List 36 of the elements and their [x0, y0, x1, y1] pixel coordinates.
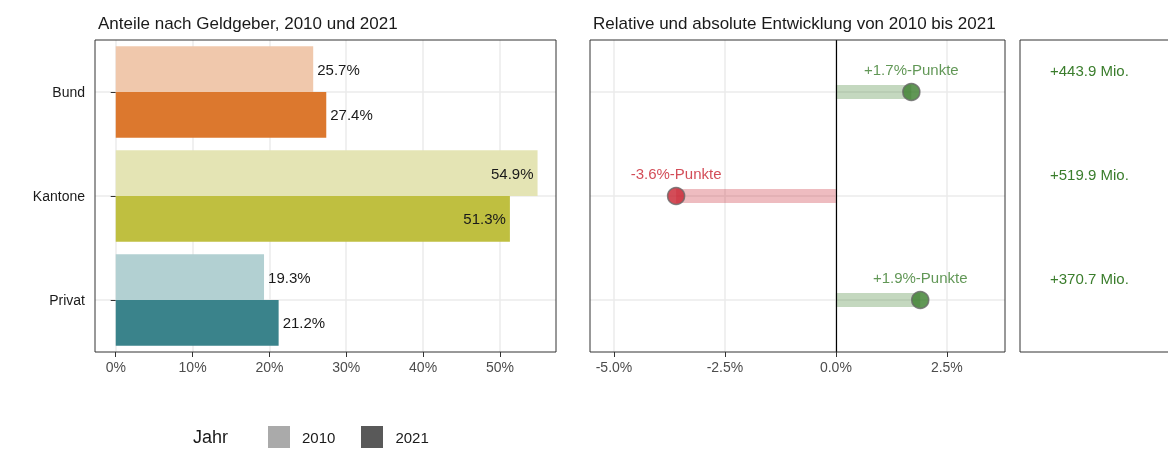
text: +443.9 Mio.	[1050, 61, 1129, 79]
y-tick-label: Bund	[52, 84, 85, 100]
chart-title: Anteile nach Geldgeber, 2010 und 2021	[98, 14, 398, 33]
text: 2010	[302, 428, 336, 446]
bar	[115, 300, 279, 346]
x-tick-label: 20%	[255, 359, 284, 375]
text: +519.9 Mio.	[1050, 165, 1129, 183]
x-tick-label: 10%	[178, 359, 207, 375]
data-label: +1.7%-Punkte	[864, 60, 959, 78]
x-tick-label: 0.0%	[819, 359, 852, 375]
x-tick-label: 30%	[332, 359, 361, 375]
data-label: 54.9%	[491, 164, 534, 182]
bar	[115, 150, 538, 196]
text: +370.7 Mio.	[1050, 269, 1129, 287]
data-label: 19.3%	[268, 268, 311, 286]
data-label: 27.4%	[330, 106, 373, 124]
x-tick-label: 50%	[485, 359, 514, 375]
data-label: 25.7%	[317, 60, 360, 78]
data-label: 51.3%	[463, 210, 506, 228]
x-tick-label: -5.0%	[595, 359, 633, 375]
chart-title: Relative und absolute Entwicklung von 2010 bis 2021	[593, 14, 996, 33]
x-tick-label: -2.5%	[706, 359, 744, 375]
bar	[115, 92, 327, 138]
bar	[115, 196, 510, 242]
data-label: 21.2%	[282, 314, 326, 332]
x-tick-label: 0%	[105, 359, 126, 375]
text: 2021	[395, 428, 429, 446]
bar	[115, 254, 265, 300]
data-label: -3.6%-Punkte	[630, 164, 722, 182]
data-label: +1.9%-Punkte	[872, 268, 968, 286]
y-tick-label: Privat	[49, 292, 86, 308]
x-tick-label: 40%	[409, 359, 438, 375]
y-tick-label: Kantone	[32, 188, 86, 204]
x-tick-label: 2.5%	[930, 359, 963, 375]
legend-title: Jahr	[193, 426, 229, 448]
bar	[115, 46, 314, 92]
